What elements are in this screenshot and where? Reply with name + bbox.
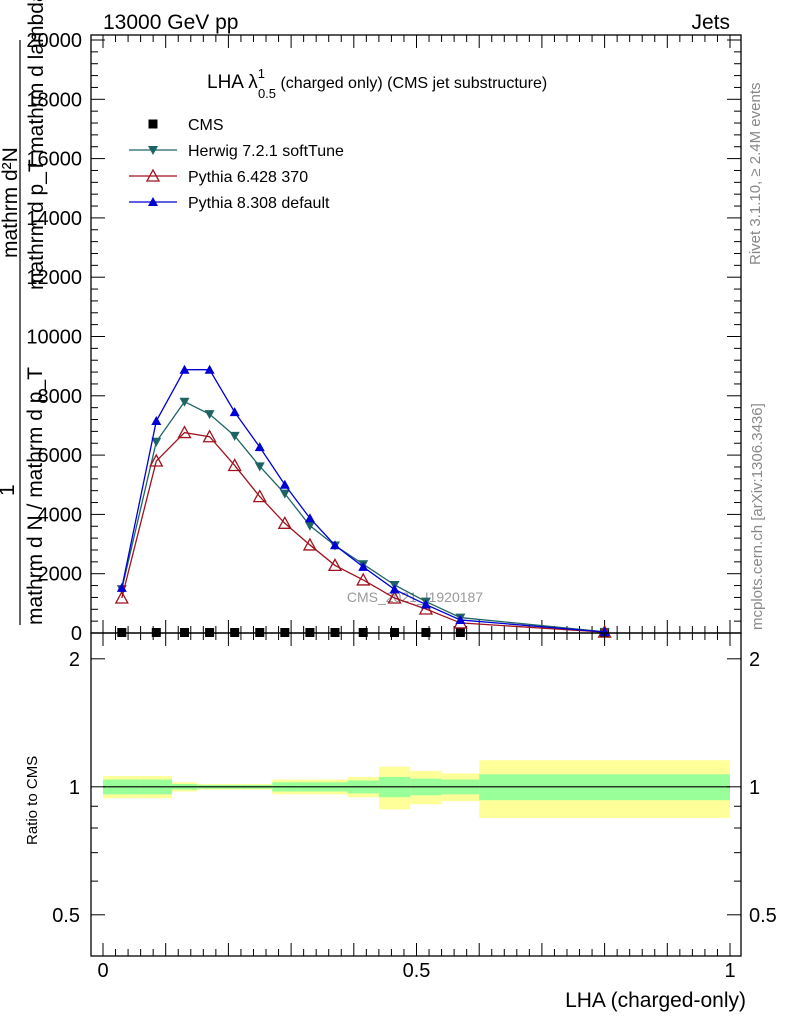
legend-label: Herwig 7.2.1 softTune [188,143,344,160]
main-y-tick-label: 12000 [26,267,82,289]
x-axis-label: LHA (charged-only) [565,989,746,1012]
ratio-plot-panel: 0.5 0.5 1 1 2 2 0 0.5 1 Ratio to CMS LHA (charge… [24,632,777,1012]
data-point [151,416,162,426]
analysis-watermark: CMS_2021_I1920187 [347,589,483,605]
ylabel-frac-top: 1 [0,484,19,496]
ratio-y-label: Ratio to CMS [24,756,41,845]
legend-label: CMS [188,117,224,134]
data-point [204,410,215,420]
main-axis-ticks [91,35,741,634]
data-point [356,572,371,586]
data-point [151,437,162,447]
data-point [302,537,318,551]
data-point [148,146,158,155]
series-line [121,369,605,633]
ratio-y-tick-label-right: 1 [749,777,760,799]
data-point [599,626,610,636]
rivet-label: Rivet 3.1.10, ≥ 2.4M events [747,83,764,266]
data-point [227,458,242,472]
data-point [148,119,158,129]
main-y-axis-label: mathrm d N / mathrm d p_T 1 mathrm d²N m… [0,0,48,625]
main-y-tick-label: 2000 [38,564,83,586]
process-label: Jets [691,11,730,34]
main-title-sub: 0.5 [258,86,276,101]
ratio-y-tick-label: 0.5 [52,905,80,927]
ratio-axis-ticks [91,633,741,957]
ratio-y-tick-label-right: 0.5 [749,905,777,927]
x-tick-label: 0 [97,960,108,982]
main-title-text: LHA λ [207,72,258,93]
data-point [202,429,217,443]
data-point [455,614,466,624]
data-point [204,364,215,374]
ratio-y-tick-label: 1 [69,777,80,799]
ylabel-line1: mathrm d²N [0,147,22,258]
data-point [179,364,190,374]
data-point [329,540,340,550]
ylabel-frac-bottom: mathrm d N / mathrm d p_T [24,367,47,625]
data-point [277,515,292,529]
series-line [121,400,605,633]
ylabel-line2: mathrm d p_T mathrm d lambda [25,0,48,290]
main-title-suffix: (charged only) (CMS jet substructure) [276,75,547,92]
main-plot-panel: 0 2000 4000 6000 8000 10000 12000 14000 16000 180… [0,0,742,645]
main-title: LHA λ1 0.5 (charged only) (CMS jet substr… [207,66,547,101]
x-tick-label: 1 [724,960,735,982]
data-point [179,397,190,407]
data-point [116,582,127,592]
data-point [358,561,369,571]
ratio-tick-labels: 0.5 0.5 1 1 2 2 0 0.5 1 [52,649,777,982]
data-point [148,197,158,206]
main-y-tick-label: 6000 [38,445,83,467]
main-y-tick-label: 0 [71,623,82,645]
legend-label: Pythia 8.308 default [188,195,330,212]
data-point [279,489,290,499]
data-point [114,590,129,604]
ratio-bands [103,760,730,818]
series-pythia-8-308-default [116,364,610,636]
data-point [177,425,192,439]
legend: CMS Herwig 7.2.1 softTune Pythia 6.428 370… [129,117,344,212]
main-y-tick-label: 8000 [38,386,83,408]
data-point [304,521,315,531]
data-point [145,168,161,182]
data-point [149,453,164,467]
ratio-y-tick-label: 2 [69,649,80,671]
ratio-y-tick-label-right: 2 [749,649,760,671]
series-pythia-6-428-370 [114,425,612,638]
data-point [254,462,265,472]
mcplots-label: mcplots.cern.ch [arXiv:1306.3436] [749,403,766,630]
main-y-tick-label: 18000 [26,89,82,111]
main-y-tick-label: 16000 [26,149,82,171]
ratio-plot-frame [90,632,742,957]
data-point [254,442,265,452]
x-tick-label: 0.5 [403,960,431,982]
main-y-tick-label: 20000 [26,30,82,52]
data-point [387,590,402,604]
data-point [420,599,431,609]
main-y-tick-labels: 0 2000 4000 6000 8000 10000 12000 14000 16000 180… [26,30,82,645]
data-point [252,489,267,503]
data-point [229,431,240,441]
legend-label: Pythia 6.428 370 [188,169,308,186]
data-point [327,558,343,572]
main-y-tick-label: 10000 [26,327,82,349]
main-title-sup: 1 [258,66,265,81]
data-point [304,513,315,523]
data-point [229,407,240,417]
main-y-tick-label: 14000 [26,208,82,230]
energy-label: 13000 GeV pp [103,11,238,34]
main-y-tick-label: 4000 [38,504,83,526]
data-point [279,479,290,489]
data-point [389,584,400,594]
